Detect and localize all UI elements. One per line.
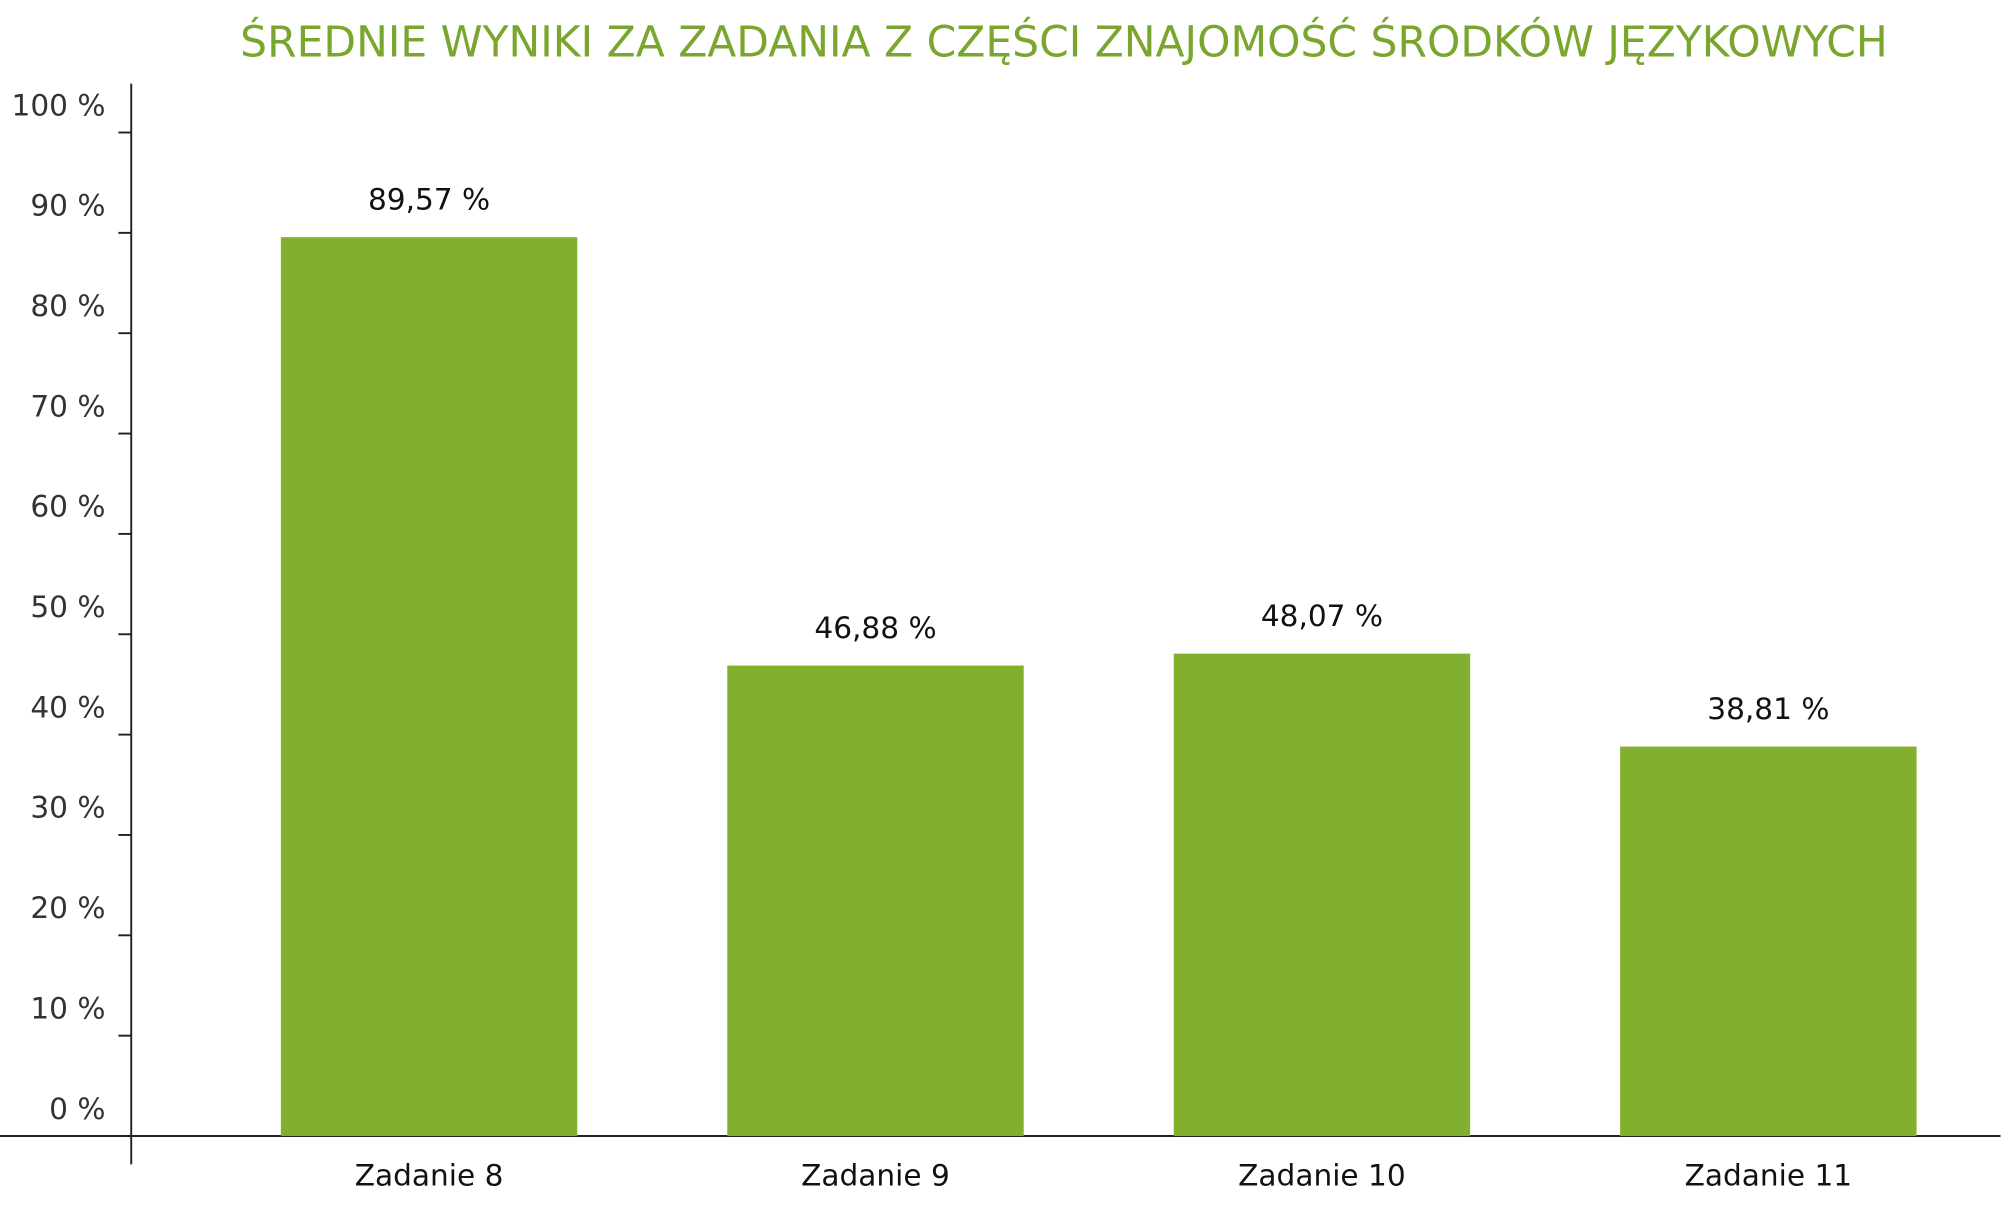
data-label: 38,81 % — [1707, 692, 1829, 726]
y-tick-label: 80 % — [30, 289, 105, 323]
data-label: 89,57 % — [368, 183, 490, 217]
y-tick-label: 0 % — [49, 1092, 105, 1126]
x-tick-label: Zadanie 8 — [355, 1159, 504, 1193]
chart-title: ŚREDNIE WYNIKI ZA ZADANIA Z CZĘŚCI ZNAJO… — [240, 17, 1888, 68]
y-tick-label: 70 % — [30, 389, 105, 423]
y-tick-label: 100 % — [12, 88, 106, 122]
y-tick-label: 60 % — [30, 490, 105, 524]
x-tick-label: Zadanie 10 — [1238, 1159, 1406, 1193]
bar — [727, 665, 1024, 1137]
y-tick-label: 20 % — [30, 891, 105, 925]
y-tick-label: 90 % — [30, 189, 105, 223]
data-label: 46,88 % — [814, 611, 936, 645]
y-tick-label: 30 % — [30, 791, 105, 825]
bar — [280, 237, 578, 1137]
y-tick-label: 40 % — [30, 690, 105, 724]
data-label: 48,07 % — [1261, 599, 1383, 633]
x-tick-label: Zadanie 11 — [1685, 1159, 1853, 1193]
y-tick-label: 10 % — [30, 991, 105, 1025]
y-tick-label: 50 % — [30, 590, 105, 624]
bar — [1620, 746, 1917, 1137]
x-tick-label: Zadanie 9 — [801, 1159, 950, 1193]
bar — [1173, 653, 1471, 1137]
